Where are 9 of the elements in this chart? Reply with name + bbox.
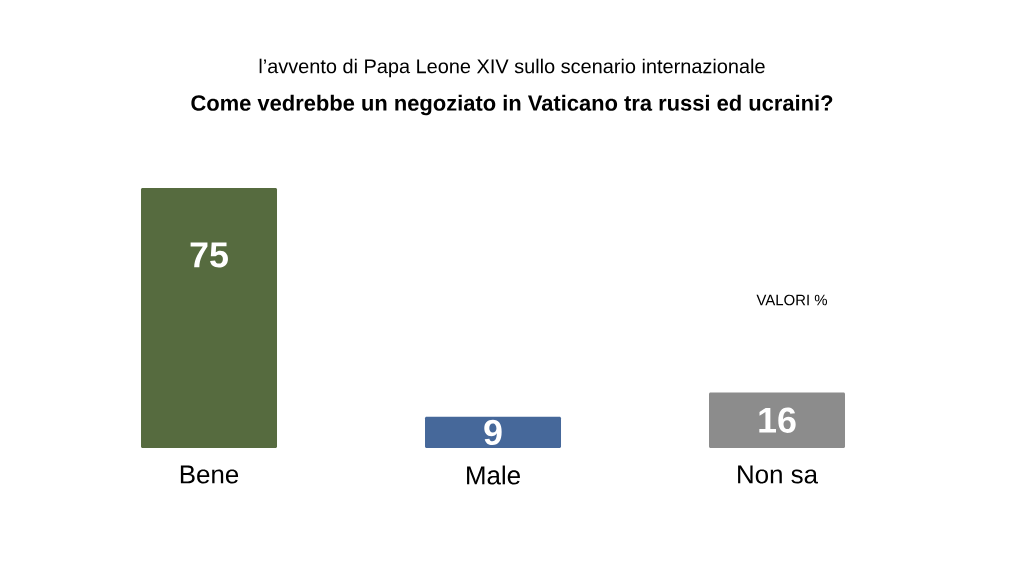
- x-tick-label: Non sa: [738, 465, 819, 484]
- chart-title: Come vedrebbe un negoziato in Vaticano tra russi ed ucraini?: [191, 94, 833, 116]
- chart-subtitle: l’avvento di Papa Leone XIV sullo scenario internazionale: [259, 58, 765, 78]
- x-tick-label: Male: [467, 465, 520, 485]
- x-tick-label: Bene: [180, 465, 239, 484]
- annotation: VALORI %: [756, 294, 828, 306]
- data-label: 16: [759, 407, 796, 433]
- data-label: 75: [190, 242, 228, 268]
- data-label: 9: [484, 419, 502, 446]
